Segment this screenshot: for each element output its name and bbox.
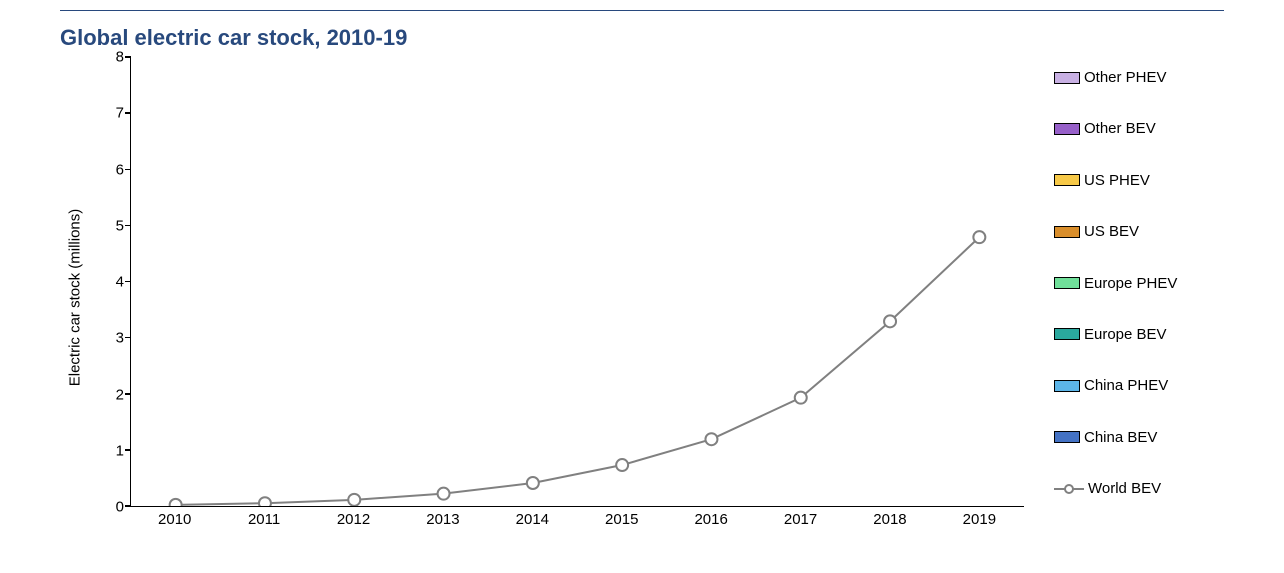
plot-column: 012345678 201020112012201320142015201620… [90, 57, 1024, 537]
legend-swatch-icon [1054, 174, 1080, 186]
bars-layer [131, 57, 1024, 506]
y-tick-label: 4 [116, 274, 124, 291]
legend-item-europe_phev: Europe PHEV [1054, 275, 1224, 292]
x-tick-label: 2012 [309, 507, 398, 537]
y-axis-label: Electric car stock (millions) [67, 208, 84, 386]
y-tick-mark [125, 449, 131, 451]
bar-slot [667, 57, 756, 506]
y-tick-label: 3 [116, 330, 124, 347]
y-tick-label: 2 [116, 386, 124, 403]
legend-swatch-icon [1054, 431, 1080, 443]
bar-slot [220, 57, 309, 506]
y-tick-label: 6 [116, 161, 124, 178]
bar-slot [756, 57, 845, 506]
x-tick-label: 2018 [845, 507, 934, 537]
bar-slot [310, 57, 399, 506]
legend-swatch-icon [1054, 277, 1080, 289]
y-axis-ticks: 012345678 [90, 57, 130, 507]
y-tick-label: 0 [116, 499, 124, 516]
legend-swatch-icon [1054, 328, 1080, 340]
bar-slot [488, 57, 577, 506]
x-tick-label: 2015 [577, 507, 666, 537]
y-tick-mark [125, 169, 131, 171]
legend-item-china_phev: China PHEV [1054, 377, 1224, 394]
bar-slot [399, 57, 488, 506]
y-tick-mark [125, 225, 131, 227]
bar-slot [845, 57, 934, 506]
y-tick-label: 7 [116, 105, 124, 122]
legend-swatch-icon [1054, 380, 1080, 392]
plot-row: 012345678 [90, 57, 1024, 507]
y-tick-mark [125, 56, 131, 58]
legend-item-world-bev: World BEV [1054, 480, 1224, 497]
y-tick-label: 1 [116, 442, 124, 459]
chart-title: Global electric car stock, 2010-19 [60, 25, 1224, 51]
legend-item-europe_bev: Europe BEV [1054, 326, 1224, 343]
legend-label: Europe BEV [1084, 326, 1167, 343]
x-tick-label: 2011 [219, 507, 308, 537]
title-top-rule [60, 10, 1224, 11]
legend-label: Other PHEV [1084, 69, 1167, 86]
y-tick-mark [125, 112, 131, 114]
y-tick-label: 5 [116, 217, 124, 234]
legend: Other PHEV Other BEV US PHEV US BEV Europe P… [1024, 57, 1224, 497]
x-tick-label: 2017 [756, 507, 845, 537]
y-axis-label-container: Electric car stock (millions) [60, 57, 90, 537]
plot-area [130, 57, 1024, 507]
legend-item-us_phev: US PHEV [1054, 172, 1224, 189]
legend-item-us_bev: US BEV [1054, 223, 1224, 240]
bar-slot [131, 57, 220, 506]
legend-item-other_phev: Other PHEV [1054, 69, 1224, 86]
legend-line-swatch-icon [1054, 481, 1084, 497]
x-tick-label: 2016 [666, 507, 755, 537]
y-tick-mark [125, 337, 131, 339]
legend-swatch-icon [1054, 226, 1080, 238]
legend-label: US PHEV [1084, 172, 1150, 189]
x-tick-label: 2010 [130, 507, 219, 537]
bar-slot [935, 57, 1024, 506]
legend-label: China PHEV [1084, 377, 1168, 394]
legend-label: US BEV [1084, 223, 1139, 240]
x-axis-ticks: 2010201120122013201420152016201720182019 [130, 507, 1024, 537]
legend-swatch-icon [1054, 123, 1080, 135]
x-tick-label: 2014 [488, 507, 577, 537]
chart-container: Electric car stock (millions) 012345678 … [60, 57, 1224, 537]
y-tick-label: 8 [116, 49, 124, 66]
x-tick-label: 2019 [935, 507, 1024, 537]
legend-item-other_bev: Other BEV [1054, 120, 1224, 137]
legend-item-china_bev: China BEV [1054, 429, 1224, 446]
legend-label: World BEV [1088, 480, 1161, 497]
x-tick-label: 2013 [398, 507, 487, 537]
y-tick-mark [125, 281, 131, 283]
legend-swatch-icon [1054, 72, 1080, 84]
legend-label: China BEV [1084, 429, 1157, 446]
bar-slot [577, 57, 666, 506]
y-tick-mark [125, 393, 131, 395]
legend-label: Europe PHEV [1084, 275, 1177, 292]
legend-label: Other BEV [1084, 120, 1156, 137]
